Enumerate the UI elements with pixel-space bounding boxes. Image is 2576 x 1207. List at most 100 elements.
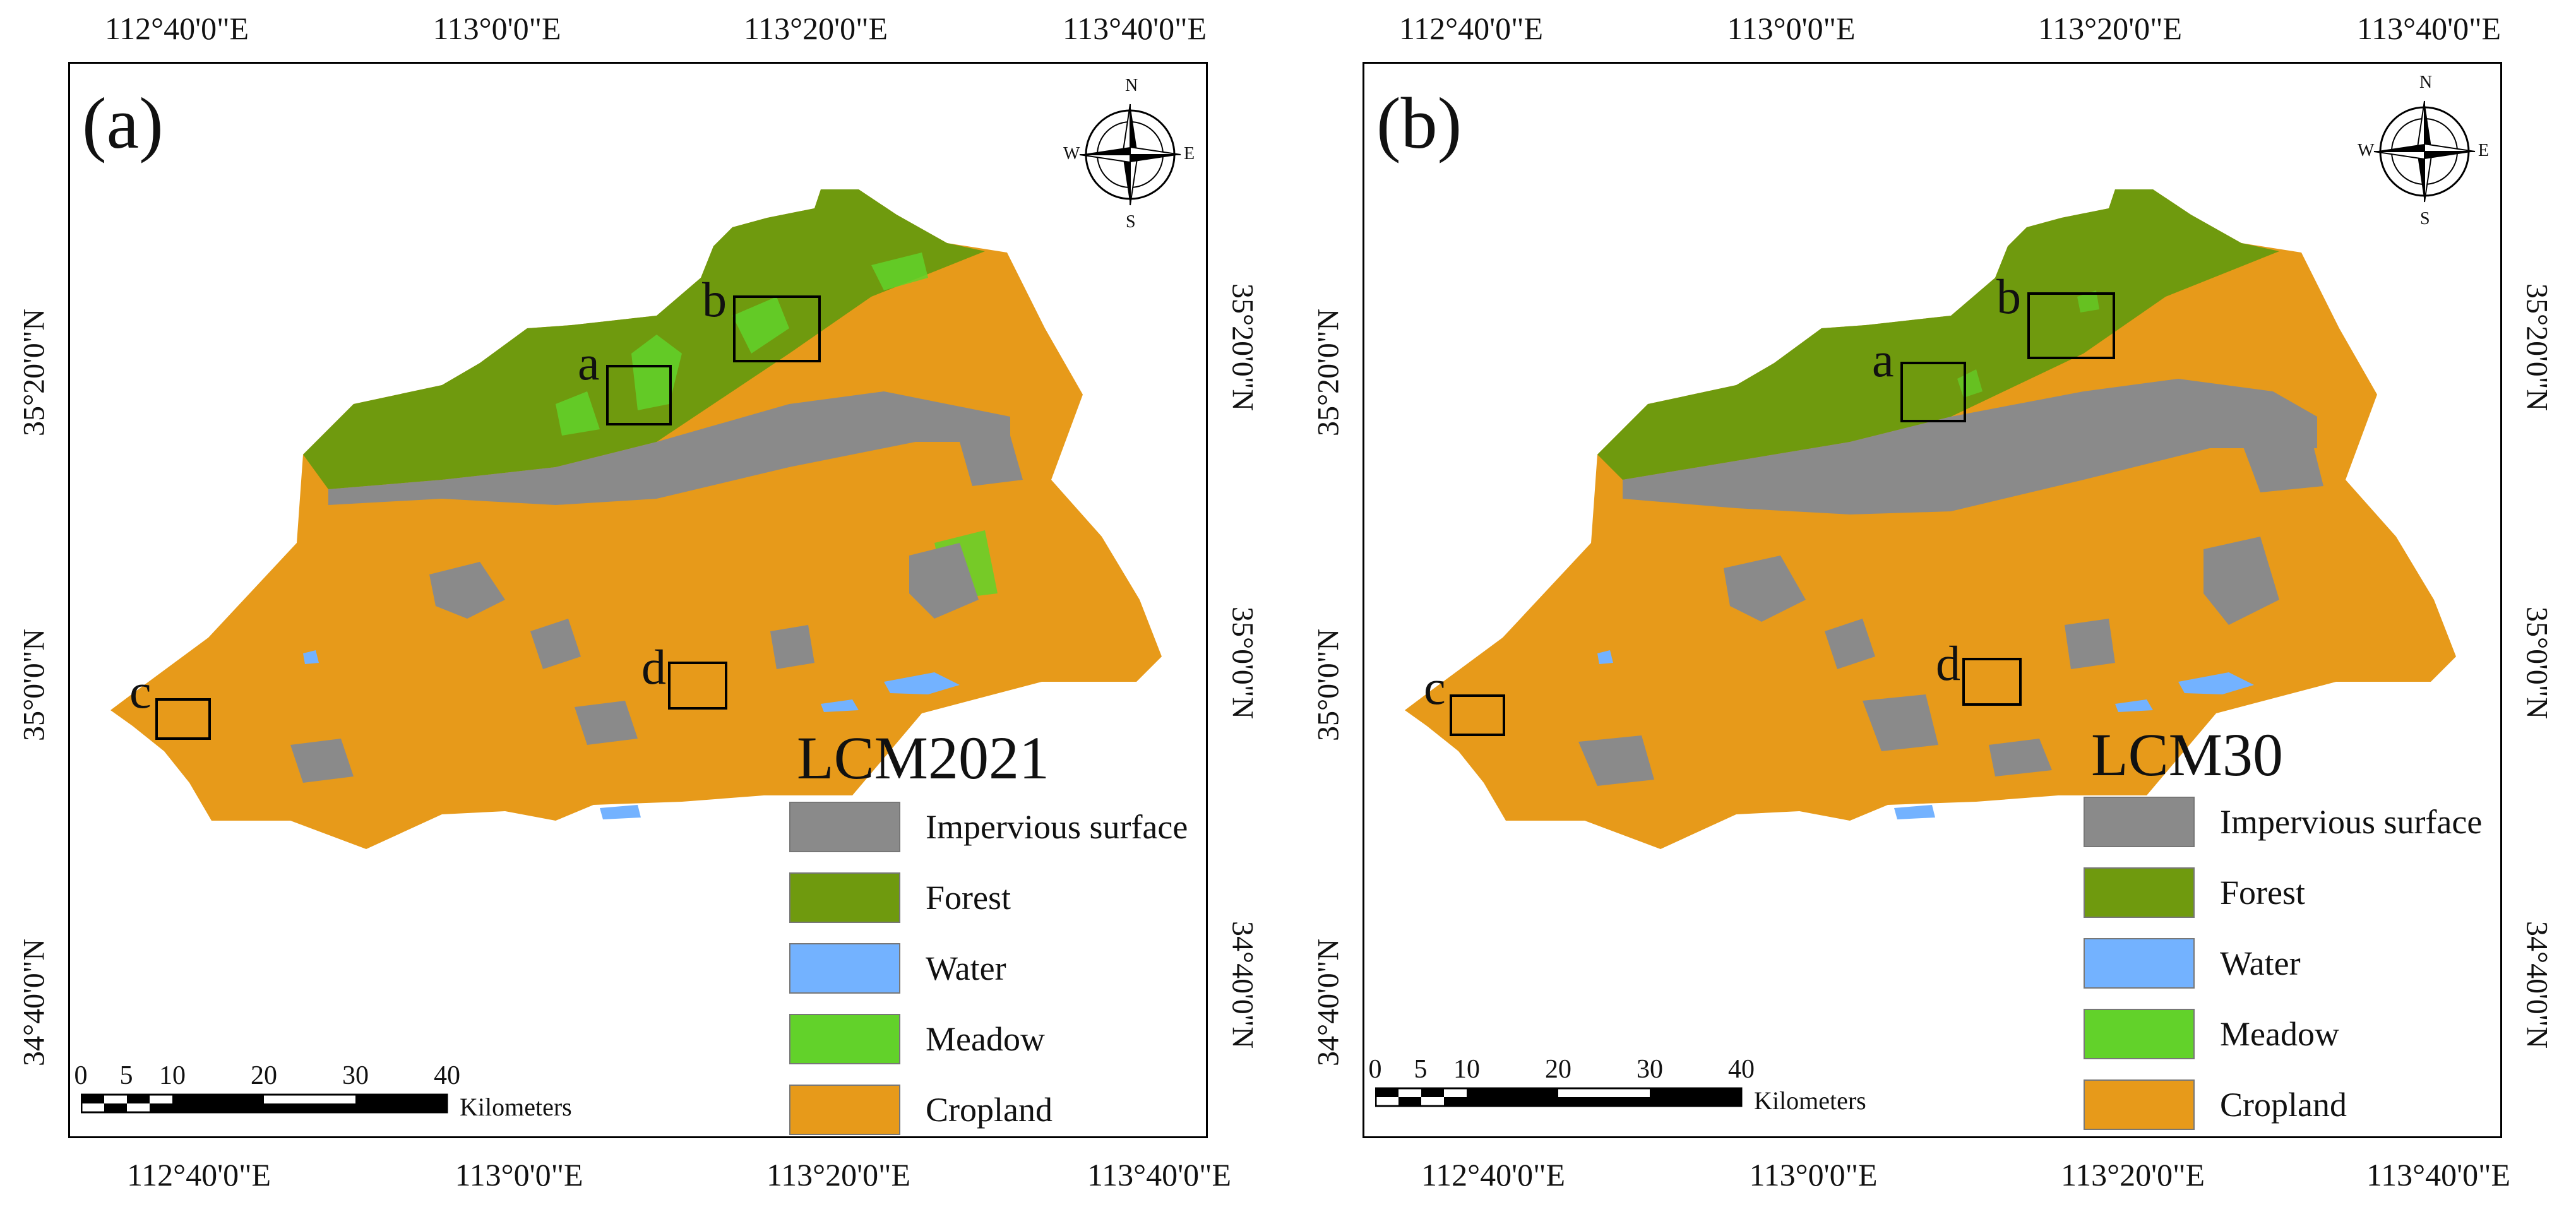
land-cover-map — [110, 189, 1162, 849]
compass-n: N — [1125, 76, 1138, 95]
scale-tick: 0 — [74, 1061, 88, 1090]
compass-w: W — [2358, 141, 2375, 160]
inset-label-b: b — [702, 272, 727, 327]
legend-label: Water — [2220, 944, 2301, 982]
inset-box-c — [155, 698, 211, 740]
lon-tick-top: 113°20'0"E — [2037, 11, 2183, 46]
scale-tick: 30 — [1637, 1055, 1663, 1084]
legend-swatch — [789, 802, 900, 852]
legend-swatch — [2084, 1009, 2195, 1059]
scale-bar: 0 5 10 20 30 40 Kilometers — [1369, 1054, 1943, 1124]
legend-item-meadow: Meadow — [789, 1014, 1045, 1064]
scale-bar-graphic — [81, 1093, 448, 1114]
scale-tick: 10 — [159, 1061, 186, 1090]
scale-bar: 0 5 10 20 30 40 Kilometers — [75, 1061, 649, 1130]
compass-n: N — [2419, 73, 2433, 92]
legend-label: Water — [926, 949, 1006, 987]
scale-unit: Kilometers — [460, 1093, 572, 1121]
forest-region — [1597, 189, 2279, 480]
inset-label-c: c — [1424, 660, 1446, 715]
scale-bar-graphic — [1375, 1087, 1743, 1107]
inset-box-b — [733, 295, 821, 362]
lon-tick-bottom: 113°0'0"E — [1749, 1157, 1878, 1192]
legend-label: Forest — [2220, 874, 2305, 912]
lon-tick-top: 113°0'0"E — [1727, 11, 1856, 46]
lon-tick-top: 112°40'0"E — [1398, 11, 1544, 46]
inset-box-d — [668, 662, 727, 710]
scale-tick: 5 — [1414, 1055, 1428, 1084]
legend-item-cropland: Cropland — [789, 1085, 1052, 1135]
inset-boxes — [155, 295, 821, 740]
inset-label-d: d — [641, 639, 666, 694]
inset-box-d — [1962, 658, 2022, 706]
land-cover-map — [1405, 189, 2456, 849]
panel-b: 112°40'0"E 113°0'0"E 113°20'0"E 113°40'0… — [1294, 0, 2576, 1207]
compass-rose-icon — [2373, 100, 2476, 203]
legend-swatch — [789, 1014, 900, 1064]
legend-swatch — [2084, 938, 2195, 989]
compass-s: S — [2420, 209, 2430, 229]
scale-tick: 30 — [342, 1061, 369, 1090]
lon-tick-bottom: 112°40'0"E — [1421, 1157, 1566, 1192]
compass-e: E — [2478, 141, 2490, 160]
scale-tick: 20 — [251, 1061, 277, 1090]
inset-label-c: c — [129, 663, 152, 718]
compass: N S W E — [2358, 73, 2490, 230]
lon-tick-top: 113°20'0"E — [743, 11, 888, 46]
map-title: LCM30 — [2091, 721, 2284, 788]
legend-label: Cropland — [926, 1091, 1052, 1129]
forest-region — [303, 189, 985, 489]
scale-tick: 0 — [1368, 1055, 1382, 1084]
legend-label: Impervious surface — [2220, 803, 2483, 841]
legend-item-forest: Forest — [789, 872, 1011, 923]
scale-tick: 20 — [1545, 1055, 1571, 1084]
lon-tick-top: 113°40'0"E — [2356, 11, 2501, 46]
inset-label-d: d — [1936, 636, 1960, 691]
panel-label: (a) — [82, 83, 164, 164]
legend-swatch — [789, 1085, 900, 1135]
lon-tick-top: 113°40'0"E — [1062, 11, 1207, 46]
scale-tick: 40 — [1728, 1055, 1755, 1084]
scale-tick: 5 — [119, 1061, 133, 1090]
legend-label: Cropland — [2220, 1086, 2347, 1124]
legend-label: Forest — [926, 879, 1011, 917]
cropland-region — [1405, 189, 2456, 849]
scale-tick: 10 — [1453, 1055, 1480, 1084]
lon-tick-bottom: 113°20'0"E — [766, 1157, 911, 1192]
compass: N S W E — [1063, 76, 1195, 234]
inset-box-a — [1900, 362, 1966, 422]
legend-swatch — [2084, 797, 2195, 847]
meadow-patches — [1957, 290, 2099, 398]
legend: Impervious surface Forest Water Meadow C… — [2084, 797, 2500, 1131]
impervious-band — [328, 391, 1010, 505]
inset-label-a: a — [1872, 332, 1894, 387]
legend: Impervious surface Forest Water Meadow C… — [789, 802, 1206, 1136]
panel-label: (b) — [1376, 83, 1462, 164]
legend-item-water: Water — [2084, 938, 2301, 989]
lon-tick-top: 113°0'0"E — [432, 11, 561, 46]
legend-item-forest: Forest — [2084, 867, 2305, 918]
legend-swatch — [789, 943, 900, 994]
inset-boxes — [1450, 292, 2115, 736]
inset-box-c — [1450, 694, 1505, 736]
lon-tick-bottom: 113°40'0"E — [2366, 1157, 2511, 1192]
legend-swatch — [2084, 867, 2195, 918]
compass-e: E — [1184, 144, 1195, 164]
legend-label: Meadow — [926, 1020, 1045, 1058]
scale-unit: Kilometers — [1754, 1086, 1866, 1115]
inset-box-a — [606, 365, 672, 425]
legend-swatch — [2084, 1079, 2195, 1130]
panel-a: 112°40'0"E 113°0'0"E 113°20'0"E 113°40'0… — [18, 11, 1260, 1192]
lon-tick-top: 112°40'0"E — [104, 11, 249, 46]
legend-item-impervious: Impervious surface — [2084, 797, 2482, 847]
lon-tick-bottom: 113°40'0"E — [1087, 1157, 1232, 1192]
compass-w: W — [1063, 144, 1080, 164]
legend-item-cropland: Cropland — [2084, 1079, 2347, 1130]
legend-item-meadow: Meadow — [2084, 1009, 2339, 1059]
lon-tick-bottom: 112°40'0"E — [126, 1157, 271, 1192]
compass-rose-icon — [1079, 104, 1181, 206]
scale-tick: 40 — [434, 1061, 460, 1090]
compass-s: S — [1126, 212, 1136, 232]
legend-label: Impervious surface — [926, 808, 1188, 846]
legend-item-impervious: Impervious surface — [789, 802, 1188, 852]
